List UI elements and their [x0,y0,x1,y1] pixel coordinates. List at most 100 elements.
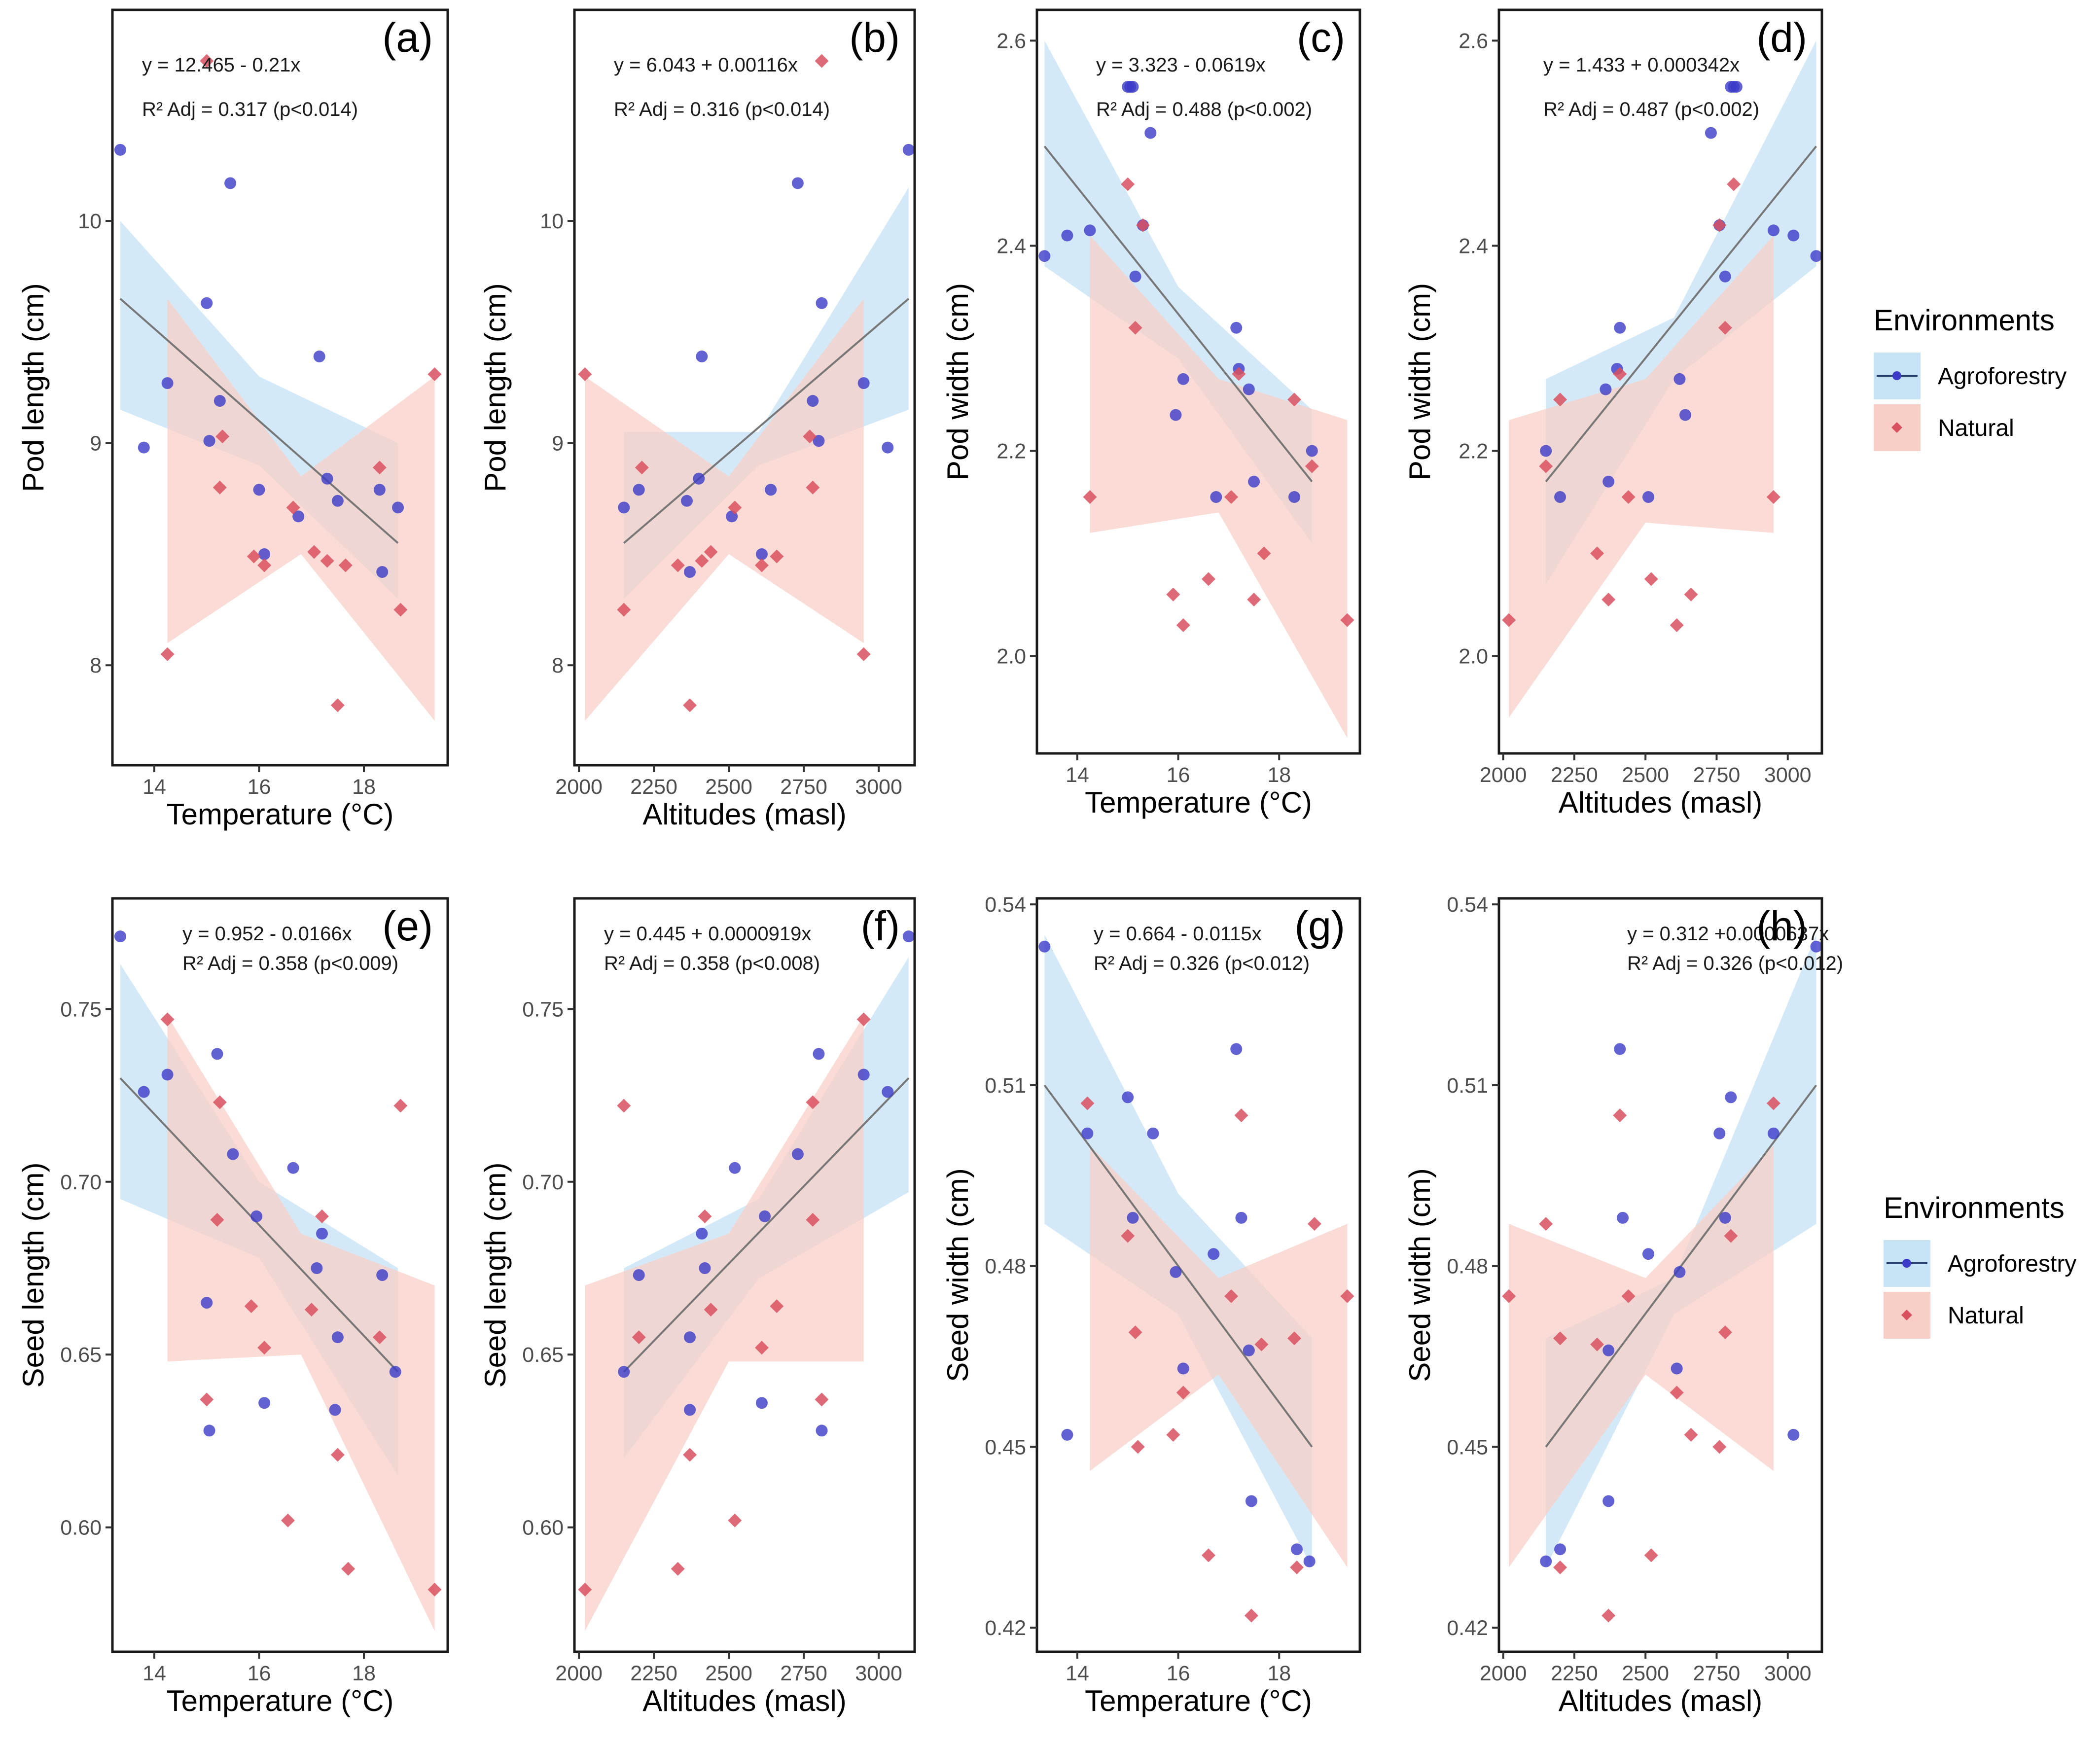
panel-h: 2000 2250 2500 2750 3000 0.42 0.45 0.48 0.51 0.54… [1403,893,1843,1717]
x-tick-label: 14 [1066,1662,1089,1685]
data-point-agroforestry [138,1086,150,1098]
panel-d: 2000 2250 2500 2750 3000 2.0 2.2 2.4 2.6 Altitude… [1403,8,1823,819]
data-point-agroforestry [902,930,915,943]
y-tick-label: 0.54 [985,893,1026,917]
data-point-natural [1287,1331,1301,1346]
y-tick-label: 8 [90,654,102,677]
data-point-agroforestry [1243,383,1255,395]
data-point-agroforestry [813,1048,825,1060]
y-axis-title: Seed length (cm) [17,1163,50,1388]
data-point-natural [1553,1331,1567,1346]
data-point-agroforestry [292,510,305,523]
data-point-agroforestry [902,143,915,156]
data-point-natural [215,429,230,444]
data-point-natural [695,554,709,568]
y-axis-title: Pod width (cm) [941,283,974,480]
data-point-agroforestry [258,548,271,560]
x-tick-label: 14 [142,1662,166,1685]
y-tick-label: 0.70 [60,1171,102,1194]
data-point-agroforestry [224,177,237,189]
regression-line [119,298,399,544]
data-point-natural [1712,1440,1727,1454]
data-point-agroforestry [1673,1266,1686,1278]
data-point-natural [683,1448,697,1462]
x-tick-label: 2750 [780,775,827,799]
data-point-agroforestry [287,1162,299,1174]
data-point-natural [244,1299,258,1314]
data-point-agroforestry [373,484,386,496]
data-point-natural [728,1513,742,1528]
data-point-natural [1670,1386,1684,1400]
data-point-agroforestry [618,501,630,514]
y-tick-label: 0.51 [985,1074,1026,1098]
data-point-agroforestry [389,1366,401,1378]
data-point-natural [704,1303,718,1317]
y-tick-label: 2.2 [997,439,1026,463]
data-point-agroforestry [1061,229,1073,242]
data-point-natural [1684,1427,1698,1442]
data-point-agroforestry [201,1297,213,1309]
panel-plot-area [1038,40,1354,738]
x-tick-label: 2500 [705,775,752,799]
y-tick-label: 0.42 [1447,1616,1488,1640]
x-tick-label: 2750 [780,1662,827,1685]
x-tick-label: 18 [352,775,376,799]
data-point-agroforestry [1084,224,1096,237]
data-point-natural [1539,1217,1553,1231]
panel-c: 14 16 18 2.0 2.2 2.4 2.6 Temperature (°C) Pod wi… [941,8,1361,819]
data-point-natural [338,558,353,572]
data-point-natural [257,1341,272,1355]
panel-label: (e) [382,903,433,949]
x-tick-label: 18 [352,1662,376,1685]
data-point-natural [803,429,817,444]
data-point-agroforestry [1127,81,1139,93]
panel-frame [111,897,449,1653]
data-point-agroforestry [316,1227,328,1240]
panel-frame [573,897,916,1653]
data-point-natural [1234,1108,1248,1123]
data-point-agroforestry [138,441,150,454]
data-point-agroforestry [392,501,404,514]
data-point-natural [1766,490,1780,504]
data-point-natural [200,1392,214,1407]
data-point-natural [1257,546,1271,561]
y-tick-label: 0.48 [1447,1255,1488,1279]
r-squared-text: R² Adj = 0.316 (p<0.014) [614,99,830,120]
data-point-natural [815,54,829,68]
panel-frame [1497,8,1823,755]
legend-key-marker-natural [1901,1310,1912,1320]
x-tick-label: 2000 [555,1662,603,1685]
data-point-natural [1539,459,1553,473]
panel-plot-area [114,930,442,1631]
x-axis-title: Temperature (°C) [1085,786,1312,819]
data-point-natural [213,480,227,495]
data-point-agroforestry [813,435,825,447]
data-point-agroforestry [791,1148,804,1160]
data-point-natural [1553,1560,1567,1574]
data-point-natural [1136,218,1150,232]
y-tick-label: 0.45 [1447,1435,1488,1459]
data-point-natural [160,1012,175,1027]
data-point-natural [1224,490,1239,504]
data-point-natural [683,698,697,712]
data-point-agroforestry [214,395,226,407]
data-point-agroforestry [250,1210,263,1222]
data-point-natural [770,549,784,564]
data-point-agroforestry [1038,250,1051,262]
data-point-agroforestry [1540,445,1552,457]
y-tick-label: 0.45 [985,1435,1026,1459]
data-point-natural [617,1099,631,1113]
data-point-agroforestry [882,441,894,454]
data-point-agroforestry [857,1068,870,1081]
panel-plot-area [578,54,915,721]
legend-key-marker-agroforestry [1892,371,1901,380]
legend-label-natural: Natural [1938,415,2014,441]
data-point-natural [856,647,871,661]
confidence-band-natural [1509,235,1774,718]
data-point-natural [1553,392,1567,407]
y-tick-label: 0.75 [60,997,102,1021]
x-tick-label: 3000 [855,775,902,799]
y-tick-label: 10 [540,210,564,233]
data-point-natural [1166,587,1180,602]
legend-label-natural: Natural [1948,1303,2024,1329]
